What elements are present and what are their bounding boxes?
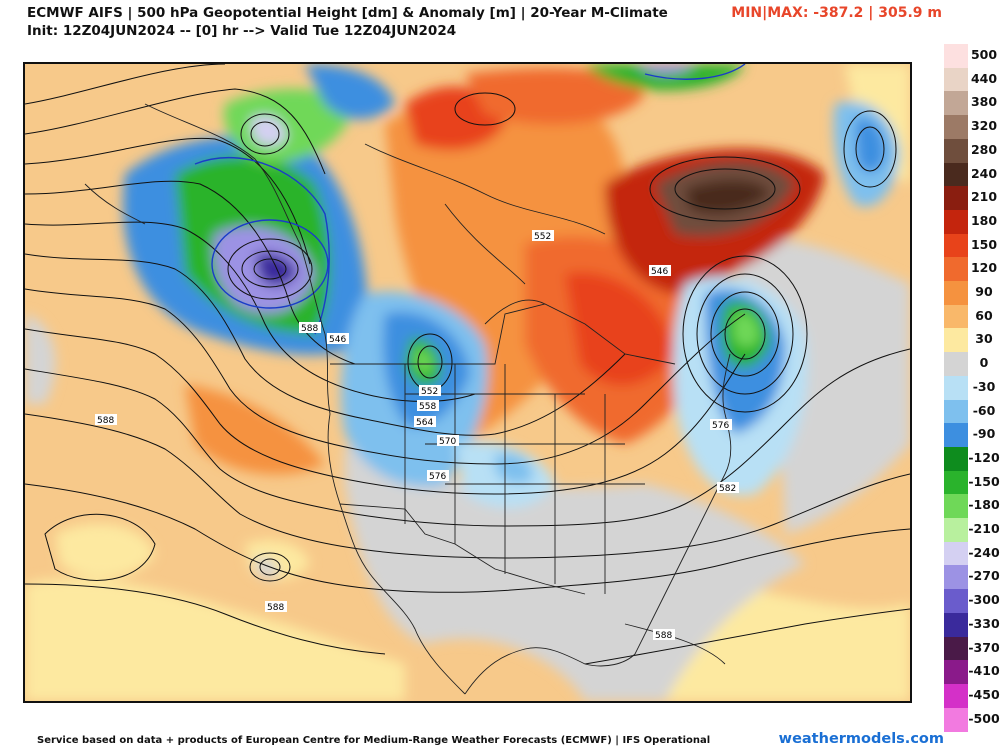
chart-title: ECMWF AIFS | 500 hPa Geopotential Height… <box>27 5 668 21</box>
legend-swatch <box>944 683 968 708</box>
svg-text:552: 552 <box>421 387 438 397</box>
min-max-readout: MIN|MAX: -387.2 | 305.9 m <box>731 5 942 21</box>
legend-swatch <box>944 470 968 495</box>
legend-swatch <box>944 281 968 305</box>
footer-credit: Service based on data + products of Euro… <box>37 735 711 746</box>
contour-label: 588 <box>95 414 117 426</box>
contour-label: 588 <box>653 629 675 641</box>
contour-label: 546 <box>327 333 349 345</box>
svg-text:564: 564 <box>416 418 433 428</box>
legend-label: 280 <box>970 141 998 157</box>
legend-swatch <box>944 589 968 614</box>
legend-swatch <box>944 636 968 661</box>
contour-label: 588 <box>299 322 321 334</box>
legend-swatch <box>944 257 968 282</box>
legend-swatch <box>944 494 968 519</box>
contour-label: 576 <box>710 419 732 431</box>
legend-label: -60 <box>972 402 996 418</box>
legend-label: 180 <box>970 212 998 228</box>
brand-link[interactable]: weathermodels.com <box>778 731 944 747</box>
legend-swatch <box>944 328 968 353</box>
svg-text:576: 576 <box>429 472 446 482</box>
legend-label: 440 <box>970 70 998 86</box>
contour-label: 588 <box>265 601 287 613</box>
svg-text:588: 588 <box>301 324 318 334</box>
anomaly-shading <box>25 64 910 701</box>
contour-label: 570 <box>437 435 459 447</box>
legend-label: -30 <box>972 378 996 394</box>
highlight-contours <box>194 64 746 335</box>
legend-label: 320 <box>970 118 998 134</box>
legend-label: -330 <box>968 615 1000 631</box>
legend-label: 240 <box>970 165 998 181</box>
legend-swatch <box>944 67 968 92</box>
height-contours <box>25 64 910 665</box>
legend-label: 210 <box>970 189 998 205</box>
legend-label: 90 <box>975 284 993 299</box>
contour-label: 576 <box>427 470 449 482</box>
legend-label: -120 <box>968 449 1000 465</box>
svg-text:576: 576 <box>712 421 729 431</box>
legend-swatch <box>944 233 968 258</box>
anomaly-map: 588 588 588 588 546 552 558 564 570 576 … <box>25 64 910 701</box>
svg-text:588: 588 <box>97 416 114 426</box>
svg-text:582: 582 <box>719 484 736 494</box>
coastlines-borders <box>84 103 732 695</box>
contour-label: 564 <box>414 416 436 428</box>
legend-swatch <box>944 446 968 471</box>
legend-label: -90 <box>972 426 996 442</box>
contour-label: 582 <box>717 482 739 494</box>
legend-swatch <box>944 91 968 116</box>
legend-label: -240 <box>968 544 1000 560</box>
legend-label: -500 <box>968 710 1000 726</box>
legend-swatch <box>944 399 968 424</box>
legend-swatch <box>944 209 968 234</box>
color-legend: 500 440 380 320 280 240 210 180 150 120 90 60 30 0 -30… <box>944 44 1000 734</box>
contour-label: 546 <box>649 265 671 277</box>
legend-swatch <box>944 304 968 329</box>
legend-label: -270 <box>968 568 1000 584</box>
svg-text:570: 570 <box>439 437 456 447</box>
svg-text:546: 546 <box>651 267 668 277</box>
legend-label: -150 <box>968 473 1000 489</box>
contour-label: 552 <box>419 385 441 397</box>
svg-text:588: 588 <box>655 631 672 641</box>
legend-swatch <box>944 541 968 566</box>
svg-text:558: 558 <box>419 402 436 412</box>
legend-label: 120 <box>970 260 998 276</box>
legend-swatch <box>944 707 968 732</box>
legend-label: -300 <box>968 592 1000 608</box>
svg-text:588: 588 <box>267 603 284 613</box>
legend-swatch <box>944 352 968 377</box>
legend-label: -450 <box>968 686 1000 702</box>
legend-label: 0 <box>979 355 989 371</box>
legend-label: -210 <box>968 521 1000 536</box>
legend-swatch <box>944 162 968 187</box>
legend-label: 60 <box>975 307 993 323</box>
legend-swatch <box>944 660 968 685</box>
contour-label: 558 <box>417 400 439 412</box>
legend-swatch <box>944 612 968 637</box>
legend-label: -370 <box>968 639 1000 655</box>
legend-swatch <box>944 44 968 68</box>
legend-swatch <box>944 375 968 400</box>
legend-swatch <box>944 115 968 140</box>
legend-label: 380 <box>970 94 998 110</box>
legend-label: -180 <box>968 497 1000 513</box>
contour-label: 552 <box>532 230 554 242</box>
legend-label: 150 <box>970 236 998 252</box>
map-panel: 588 588 588 588 546 552 558 564 570 576 … <box>23 62 912 703</box>
legend-swatch <box>944 565 968 590</box>
chart-subtitle-init-valid: Init: 12Z04JUN2024 -- [0] hr --> Valid T… <box>27 23 457 39</box>
legend-label: 30 <box>975 331 993 347</box>
legend-swatch <box>944 186 968 211</box>
legend-swatch <box>944 423 968 448</box>
legend-swatch <box>944 518 968 542</box>
legend-swatch <box>944 138 968 163</box>
svg-text:552: 552 <box>534 232 551 242</box>
contour-labels: 588 588 588 588 546 552 558 564 570 576 … <box>95 230 739 641</box>
svg-text:546: 546 <box>329 335 346 345</box>
legend-label: 500 <box>970 47 998 62</box>
legend-label: -410 <box>968 663 1000 679</box>
